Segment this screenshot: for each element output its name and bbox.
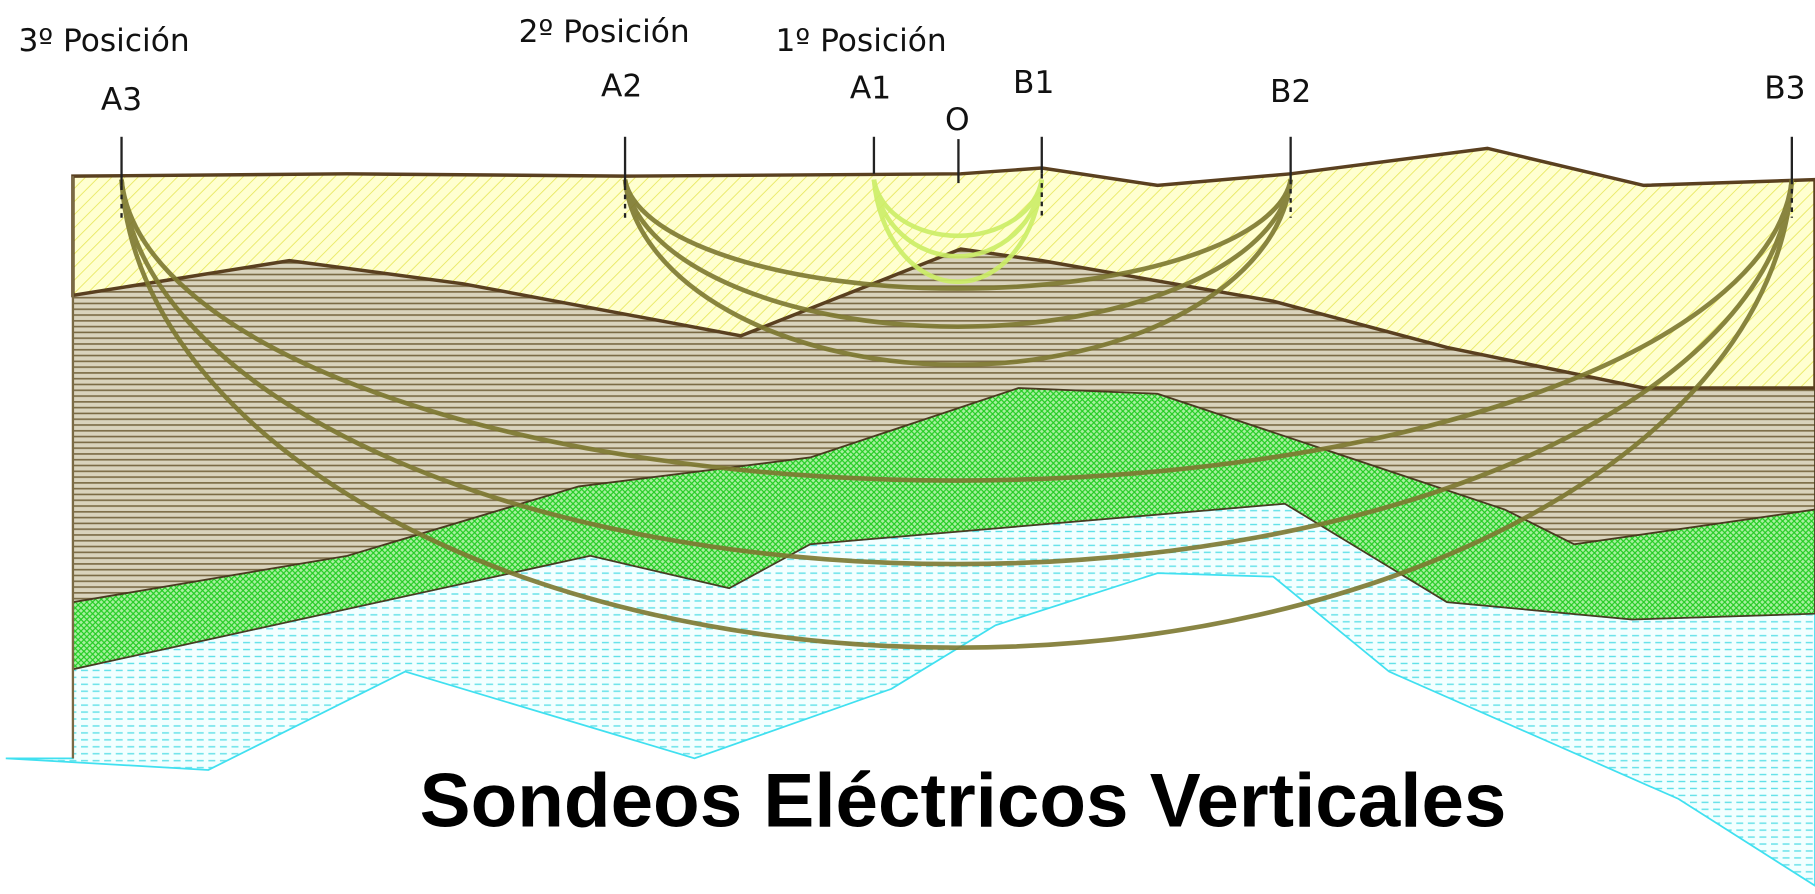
- electrode-label: O: [945, 102, 970, 138]
- electrode-label: A2: [601, 68, 642, 104]
- electrode-label: B1: [1013, 65, 1054, 101]
- electrode-label: B2: [1270, 74, 1311, 110]
- title: Sondeos Eléctricos Verticales: [420, 759, 1507, 844]
- position-label: 2º Posición: [519, 14, 690, 50]
- electrode-label: A3: [101, 82, 142, 118]
- electrode-label: B3: [1764, 71, 1805, 107]
- diagram: 3º Posición 2º Posición 1º Posición A3 A…: [0, 0, 1815, 894]
- position-label: 1º Posición: [776, 23, 947, 59]
- position-label: 3º Posición: [19, 23, 190, 59]
- electrode-label: A1: [850, 71, 891, 107]
